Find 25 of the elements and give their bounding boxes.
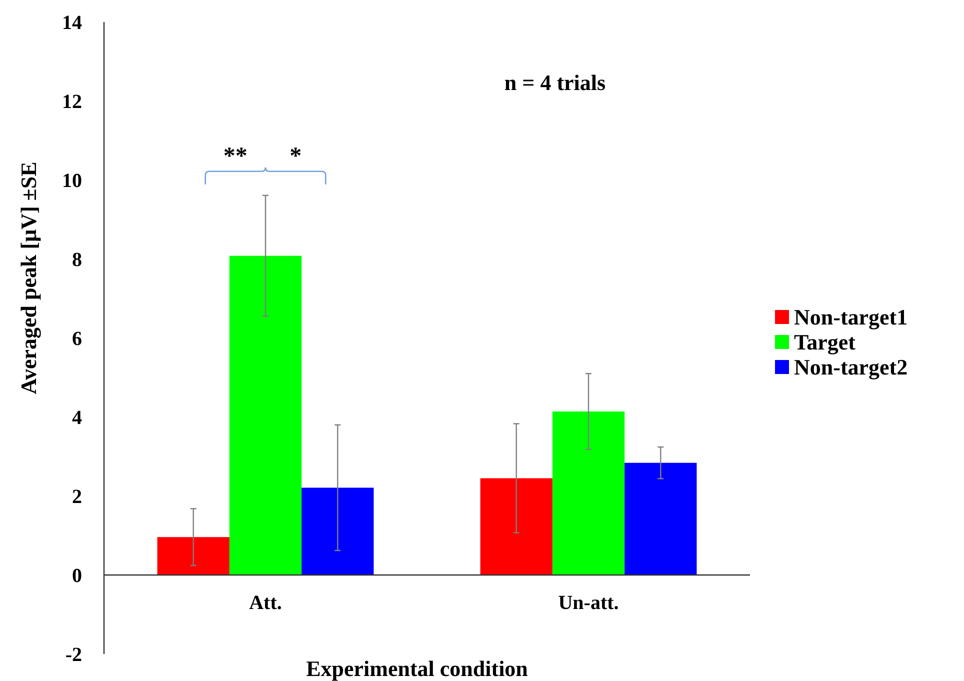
x-tick-label: Un-att.	[558, 592, 619, 614]
bar	[157, 537, 230, 575]
y-tick-label: -2	[65, 644, 82, 666]
y-tick-label: 4	[72, 407, 82, 429]
legend-label: Non-target1	[794, 304, 908, 330]
y-tick-label: 10	[62, 170, 82, 192]
bar	[480, 478, 552, 575]
x-tick-label: Att.	[249, 592, 282, 614]
annotation: *	[290, 143, 302, 170]
bar	[552, 411, 625, 575]
bar	[302, 488, 374, 575]
bar	[624, 462, 697, 575]
x-axis-title: Experimental condition	[306, 656, 528, 681]
y-tick-label: 14	[62, 12, 82, 34]
annotation: n = 4 trials	[504, 70, 606, 95]
annotation: **	[223, 143, 248, 170]
y-tick-label: 6	[72, 328, 82, 350]
y-tick-label: 8	[72, 249, 82, 271]
bar	[229, 256, 302, 575]
legend-label: Target	[794, 330, 856, 355]
legend-label: Non-target2	[794, 354, 908, 380]
y-tick-label: 0	[72, 565, 82, 587]
y-tick-label: 2	[72, 486, 82, 508]
y-tick-label: 12	[62, 91, 82, 113]
y-axis-title: Averaged peak [μV] ±SE	[16, 162, 41, 394]
